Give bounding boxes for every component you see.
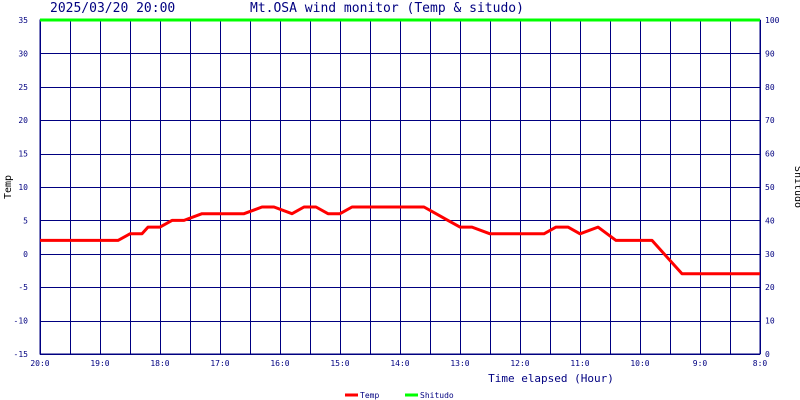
- legend-label-shitudo: Shitudo: [420, 391, 454, 400]
- y-tick-label: 5: [23, 216, 28, 225]
- y2-tick-label: 30: [765, 250, 775, 259]
- y-tick-label: 35: [18, 16, 28, 25]
- y-tick-label: 15: [18, 150, 28, 159]
- y-tick-label: 0: [23, 250, 28, 259]
- y-tick-label: 20: [18, 116, 28, 125]
- x-tick-label: 16:0: [270, 359, 289, 368]
- y2-axis-label: Shitudo: [792, 166, 800, 208]
- y-axis-ticks: 35 30 25 20 15 10 5 0 -5 -10 -15: [14, 16, 29, 359]
- y2-tick-label: 10: [765, 317, 775, 326]
- y2-tick-label: 0: [765, 350, 770, 359]
- y-axis-label: Temp: [3, 175, 14, 199]
- y-tick-label: 25: [18, 83, 28, 92]
- y-tick-label: -5: [18, 283, 28, 292]
- y-tick-label: -10: [14, 317, 29, 326]
- x-tick-label: 14:0: [390, 359, 409, 368]
- y-tick-label: 10: [18, 183, 28, 192]
- series-group: [40, 18, 760, 276]
- y-tick-label: -15: [14, 350, 29, 359]
- x-tick-label: 20:0: [30, 359, 49, 368]
- x-tick-label: 8:0: [753, 359, 768, 368]
- x-tick-label: 9:0: [693, 359, 708, 368]
- header: 2025/03/20 20:00 Mt.OSA wind monitor (Te…: [50, 1, 524, 16]
- header-datetime: 2025/03/20 20:00: [50, 1, 175, 16]
- y-tick-label: 30: [18, 49, 28, 58]
- y2-tick-label: 100: [765, 16, 780, 25]
- y2-tick-label: 40: [765, 216, 775, 225]
- plot-grid: [39, 19, 761, 355]
- x-tick-label: 12:0: [510, 359, 529, 368]
- y2-tick-label: 80: [765, 83, 775, 92]
- y2-tick-label: 20: [765, 283, 775, 292]
- x-tick-label: 10:0: [630, 359, 649, 368]
- series-line-temp: [40, 205, 760, 276]
- legend-label-temp: Temp: [360, 391, 379, 400]
- legend: Temp Shitudo: [345, 391, 454, 400]
- x-tick-label: 18:0: [150, 359, 169, 368]
- y2-tick-label: 70: [765, 116, 775, 125]
- x-tick-label: 15:0: [330, 359, 349, 368]
- y2-tick-label: 60: [765, 150, 775, 159]
- x-tick-label: 17:0: [210, 359, 229, 368]
- x-tick-label: 11:0: [570, 359, 589, 368]
- x-tick-label: 19:0: [90, 359, 109, 368]
- x-axis-ticks: 20:0 19:0 18:0 17:0 16:0 15:0 14:0 13:0 12:0 11:0…: [30, 359, 767, 368]
- y2-tick-label: 90: [765, 49, 775, 58]
- x-tick-label: 13:0: [450, 359, 469, 368]
- chart-title: Mt.OSA wind monitor (Temp & situdo): [250, 1, 524, 16]
- x-axis-label: Time elapsed (Hour): [488, 372, 614, 385]
- y2-tick-label: 50: [765, 183, 775, 192]
